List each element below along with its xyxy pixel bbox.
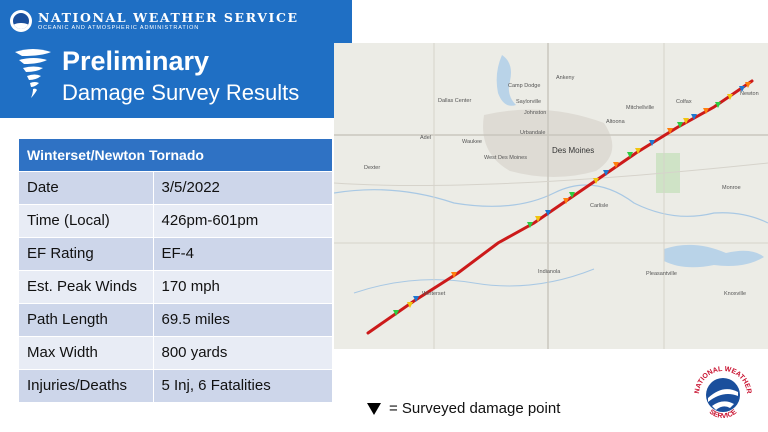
- agency-name: NATIONAL WEATHER SERVICE: [38, 9, 299, 25]
- damage-point-marker[interactable]: [677, 122, 683, 128]
- table-row: Path Length 69.5 miles: [19, 303, 333, 337]
- river: [353, 268, 595, 294]
- row-value: 69.5 miles: [153, 303, 333, 337]
- river: [334, 184, 768, 224]
- town-label: West Des Moines: [484, 155, 527, 161]
- town-label: Indianola: [538, 269, 561, 275]
- town-label: Carlisle: [590, 203, 608, 209]
- damage-point-marker[interactable]: [703, 108, 709, 114]
- damage-point-marker[interactable]: [593, 178, 599, 184]
- damage-point-marker[interactable]: [603, 170, 609, 176]
- svg-text:SERVICE: SERVICE: [708, 408, 739, 420]
- table-row: Max Width 800 yards: [19, 336, 333, 370]
- row-label: Injuries/Deaths: [19, 369, 154, 403]
- table-row: Date 3/5/2022: [19, 171, 333, 205]
- row-label: Path Length: [19, 303, 154, 337]
- lake-red-rock: [664, 244, 764, 268]
- noaa-logo-icon: [10, 10, 32, 32]
- town-label: Ankeny: [556, 75, 575, 81]
- seal-text-bottom: SERVICE: [708, 408, 739, 420]
- damage-point-marker[interactable]: [407, 302, 413, 308]
- map-legend: = Surveyed damage point: [367, 400, 560, 417]
- town-label: Urbandale: [520, 130, 545, 136]
- damage-point-marker[interactable]: [393, 310, 399, 316]
- damage-point-marker[interactable]: [569, 192, 575, 198]
- damage-point-marker[interactable]: [649, 140, 655, 146]
- row-label: EF Rating: [19, 237, 154, 271]
- table-heading: Winterset/Newton Tornado: [19, 139, 333, 172]
- town-label: Dallas Center: [438, 98, 471, 104]
- town-label: Adel: [420, 135, 431, 141]
- damage-point-marker[interactable]: [613, 162, 619, 168]
- town-label: Knoxville: [724, 291, 746, 297]
- damage-point-marker[interactable]: [545, 210, 551, 216]
- map-canvas: Ankeny Camp Dodge Saylorville Johnston D…: [334, 43, 768, 349]
- row-label: Date: [19, 171, 154, 205]
- town-label: Winterset: [422, 291, 446, 297]
- town-label: Mitchellville: [626, 105, 654, 111]
- damage-point-marker[interactable]: [527, 222, 533, 228]
- row-value: 3/5/2022: [153, 171, 333, 205]
- row-label: Time (Local): [19, 204, 154, 238]
- damage-point-marker[interactable]: [563, 198, 569, 204]
- agency-row: NATIONAL WEATHER SERVICE OCEANIC AND ATM…: [10, 8, 299, 34]
- survey-table: Winterset/Newton Tornado Date 3/5/2022 T…: [19, 139, 333, 403]
- damage-point-marker[interactable]: [627, 152, 633, 158]
- damage-point-marker[interactable]: [715, 102, 721, 108]
- damage-point-marker[interactable]: [535, 216, 541, 222]
- road: [334, 162, 768, 186]
- table-row: Time (Local) 426pm-601pm: [19, 204, 333, 238]
- legend-label: = Surveyed damage point: [389, 400, 561, 417]
- town-label: Waukee: [462, 139, 482, 145]
- town-label: Colfax: [676, 99, 692, 105]
- town-label: Dexter: [364, 165, 380, 171]
- agency-subtitle: OCEANIC AND ATMOSPHERIC ADMINISTRATION: [38, 24, 200, 31]
- damage-point-marker[interactable]: [727, 94, 733, 100]
- damage-point-marker[interactable]: [635, 148, 641, 154]
- table-row: Est. Peak Winds 170 mph: [19, 270, 333, 304]
- row-value: 5 Inj, 6 Fatalities: [153, 369, 333, 403]
- row-value: 800 yards: [153, 336, 333, 370]
- tornado-icon: [15, 49, 51, 98]
- row-label: Est. Peak Winds: [19, 270, 154, 304]
- page-subtitle: Damage Survey Results: [62, 80, 300, 105]
- damage-point-marker[interactable]: [745, 82, 751, 88]
- city-label: Des Moines: [552, 146, 594, 155]
- damage-point-marker[interactable]: [739, 86, 745, 92]
- town-label: Johnston: [524, 110, 546, 116]
- damage-point-marker[interactable]: [667, 128, 673, 134]
- town-label: Saylorville: [516, 99, 541, 105]
- town-label: Monroe: [722, 185, 741, 191]
- damage-point-marker[interactable]: [451, 272, 457, 278]
- damage-point-marker[interactable]: [683, 118, 689, 124]
- nws-seal-logo: NATIONAL WEATHER SERVICE: [692, 364, 754, 426]
- saylorville-lake: [496, 55, 516, 106]
- header-banner: NATIONAL WEATHER SERVICE OCEANIC AND ATM…: [0, 0, 352, 118]
- town-label: Camp Dodge: [508, 83, 540, 89]
- row-value: 426pm-601pm: [153, 204, 333, 238]
- row-label: Max Width: [19, 336, 154, 370]
- table-row: Injuries/Deaths 5 Inj, 6 Fatalities: [19, 369, 333, 403]
- row-value: 170 mph: [153, 270, 333, 304]
- damage-point-marker-icon: [367, 402, 381, 415]
- town-label: Pleasantville: [646, 271, 677, 277]
- damage-track-map[interactable]: Ankeny Camp Dodge Saylorville Johnston D…: [334, 43, 768, 349]
- town-label: Newton: [740, 91, 759, 97]
- page-title: Preliminary: [62, 46, 210, 76]
- damage-point-marker[interactable]: [413, 296, 419, 302]
- damage-point-marker[interactable]: [691, 114, 697, 120]
- town-label: Altoona: [606, 119, 626, 125]
- damage-points: [393, 82, 751, 316]
- table-row: EF Rating EF-4: [19, 237, 333, 271]
- row-value: EF-4: [153, 237, 333, 271]
- table-header-row: Winterset/Newton Tornado: [19, 139, 333, 172]
